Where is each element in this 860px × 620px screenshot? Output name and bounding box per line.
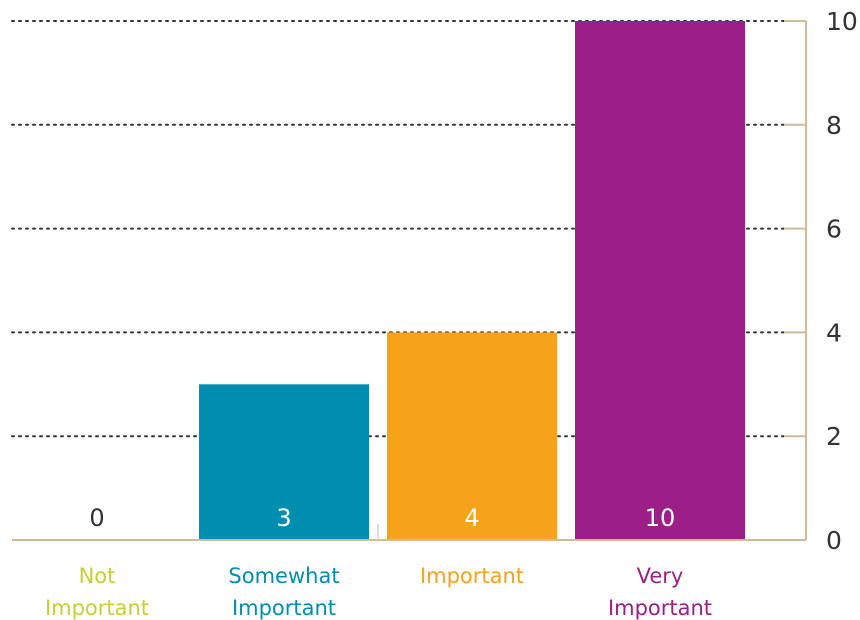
data-label-3: 10 [645,504,676,532]
bar-2 [387,332,557,540]
category-label-2: Important [420,564,524,588]
y-tick-label-2: 2 [826,422,842,451]
y-tick-label-10: 10 [826,7,858,36]
axes [12,20,807,541]
category-label-1: Somewhat Important [228,564,339,620]
bars [199,21,745,540]
y-tick-label-6: 6 [826,215,842,244]
y-tick-label-0: 0 [826,526,842,555]
y-tick-label-4: 4 [826,318,842,347]
category-label-3: Very Important [608,564,712,620]
category-label-0: Not Important [45,564,149,620]
data-label-1: 3 [276,504,291,532]
data-label-0: 0 [89,504,104,532]
y-tick-label-8: 8 [826,111,842,140]
data-label-2: 4 [464,504,479,532]
bar-3 [575,21,745,540]
labels: 0 Not Important 3 Somewhat Important 4 Importan… [45,7,858,620]
bar-1 [199,384,369,540]
